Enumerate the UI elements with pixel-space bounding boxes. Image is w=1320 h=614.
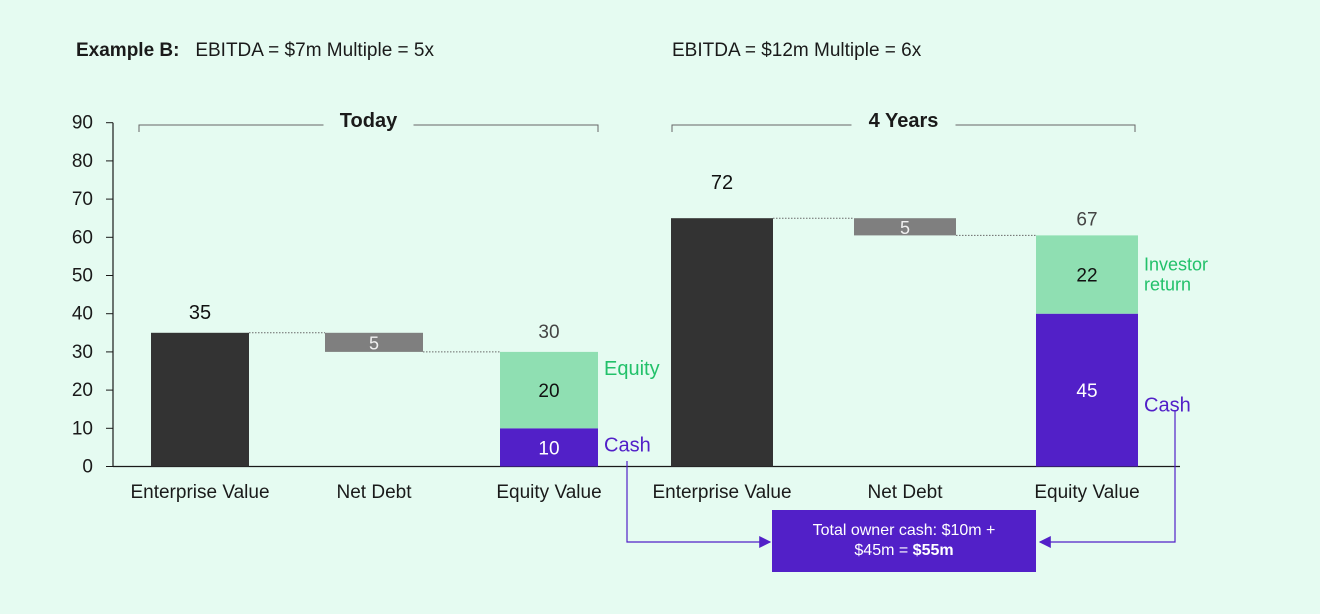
y-tick-label: 80 xyxy=(72,151,93,172)
bar-total-label: 30 xyxy=(538,322,559,343)
bar-segment xyxy=(325,332,423,352)
bar-segment xyxy=(500,428,598,467)
group-label: Today xyxy=(340,110,398,132)
left-header: Example B: EBITDA = $7m Multiple = 5x xyxy=(76,40,434,62)
bar-segment xyxy=(1036,313,1138,467)
example-label: Example B: xyxy=(76,40,180,61)
side-label: Investor xyxy=(1144,254,1208,274)
callout-line1: Total owner cash: $10m + xyxy=(812,522,996,539)
left-cash-arrow xyxy=(626,461,772,548)
side-label: Equity xyxy=(604,358,660,380)
y-tick-label: 0 xyxy=(82,457,93,478)
y-tick-label: 90 xyxy=(72,113,93,134)
bar-total-label: 35 xyxy=(189,302,211,324)
y-tick-label: 70 xyxy=(72,189,93,210)
x-tick-label: Equity Value xyxy=(1034,482,1139,503)
bar-segment-label: 5 xyxy=(369,333,379,353)
y-tick-label: 40 xyxy=(72,304,93,325)
bar-total-label: 67 xyxy=(1076,209,1097,230)
bar-segment xyxy=(500,351,598,429)
right-header: EBITDA = $12m Multiple = 6x xyxy=(672,40,921,62)
bar-segment-label: 20 xyxy=(538,381,559,402)
bar-segment-label: 10 xyxy=(538,438,559,459)
bar-segment xyxy=(854,218,956,236)
group-bracket xyxy=(138,124,599,132)
y-tick-label: 10 xyxy=(72,418,93,439)
y-tick-label: 50 xyxy=(72,266,93,287)
y-tick-label: 20 xyxy=(72,380,93,401)
y-tick-label: 60 xyxy=(72,227,93,248)
total-cash-callout: Total owner cash: $10m + $45m = $55m xyxy=(772,510,1036,572)
callout-line2: $45m = $55m xyxy=(854,541,953,561)
x-tick-label: Net Debt xyxy=(868,482,944,503)
x-tick-label: Enterprise Value xyxy=(130,482,269,503)
bar-segment-label: 45 xyxy=(1076,381,1097,402)
callout-line2-prefix: $45m = xyxy=(854,542,913,559)
bar-segment xyxy=(671,218,773,467)
side-label: Cash xyxy=(604,434,651,456)
side-label: return xyxy=(1144,274,1191,294)
bar-total-label: 72 xyxy=(711,172,733,194)
right-params: EBITDA = $12m Multiple = 6x xyxy=(672,40,922,61)
bar-segment-label: 22 xyxy=(1076,266,1097,287)
group-bracket xyxy=(671,124,1136,132)
bar-segment-label: 5 xyxy=(900,218,910,238)
bar-segment xyxy=(1036,235,1138,314)
x-tick-label: Equity Value xyxy=(496,482,601,503)
group-label: 4 Years xyxy=(869,110,939,132)
right-cash-arrow xyxy=(1038,410,1176,548)
bar-segment xyxy=(151,332,249,467)
y-tick-label: 30 xyxy=(72,342,93,363)
x-tick-label: Enterprise Value xyxy=(652,482,791,503)
left-params: EBITDA = $7m Multiple = 5x xyxy=(195,40,434,61)
side-label: Cash xyxy=(1144,395,1191,417)
x-tick-label: Net Debt xyxy=(337,482,413,503)
callout-total: $55m xyxy=(912,542,954,559)
